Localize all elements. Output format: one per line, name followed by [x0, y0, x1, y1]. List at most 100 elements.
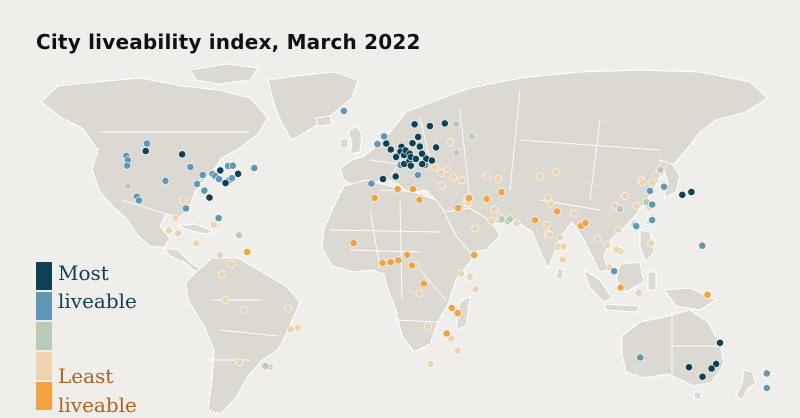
city-marker-67 [425, 122, 434, 130]
city-marker-24 [205, 193, 214, 202]
city-marker-34 [209, 220, 218, 229]
city-marker-154 [660, 182, 668, 191]
city-marker-12 [135, 196, 143, 205]
city-marker-104 [497, 188, 506, 196]
city-marker-173 [453, 346, 462, 355]
city-marker-27 [200, 186, 209, 195]
city-marker-111 [505, 215, 514, 224]
city-marker-72 [427, 156, 436, 165]
city-marker-73 [418, 160, 427, 168]
city-marker-176 [415, 289, 424, 298]
city-marker-7 [250, 164, 259, 172]
city-marker-138 [639, 178, 647, 187]
map-title: City liveability index, March 2022 [36, 30, 421, 54]
city-marker-134 [616, 283, 625, 292]
legend-least-label-2: liveable [58, 393, 137, 417]
city-marker-184 [716, 338, 724, 347]
land-central-america [163, 247, 203, 273]
city-marker-20 [227, 174, 236, 183]
land-uk [347, 125, 363, 155]
city-marker-115 [544, 193, 552, 202]
city-marker-1 [141, 147, 150, 155]
land-java [603, 303, 641, 313]
city-marker-97 [415, 195, 424, 204]
city-marker-70 [418, 149, 426, 158]
city-marker-21 [234, 169, 242, 178]
city-marker-93 [552, 167, 561, 176]
city-marker-85 [457, 176, 466, 185]
city-marker-3 [178, 150, 187, 159]
legend-least-label: Least [58, 364, 114, 388]
city-marker-41 [284, 304, 292, 313]
city-marker-23 [193, 179, 201, 188]
city-marker-25 [181, 204, 190, 213]
city-marker-133 [610, 267, 619, 276]
city-marker-162 [403, 250, 411, 259]
city-marker-112 [512, 219, 521, 228]
city-marker-125 [570, 209, 579, 218]
city-marker-163 [386, 258, 395, 267]
legend-swatch-least [36, 382, 52, 410]
city-marker-151 [656, 165, 665, 174]
city-marker-144 [616, 205, 624, 213]
city-marker-49 [386, 145, 395, 154]
legend-swatch-liveable [36, 292, 52, 320]
city-marker-130 [614, 225, 623, 234]
city-marker-45 [261, 362, 270, 371]
city-marker-161 [394, 256, 403, 265]
city-marker-39 [221, 296, 230, 305]
city-marker-105 [487, 216, 496, 225]
city-marker-113 [531, 216, 539, 225]
city-marker-119 [555, 233, 564, 242]
city-marker-149 [652, 171, 661, 180]
land-greenland [267, 71, 359, 141]
city-marker-181 [685, 363, 693, 372]
land-japan [659, 159, 681, 199]
city-marker-44 [235, 358, 243, 367]
city-marker-127 [593, 234, 602, 243]
city-marker-148 [632, 202, 641, 211]
city-marker-62 [411, 154, 420, 163]
city-marker-180 [636, 353, 645, 362]
city-marker-28 [214, 214, 223, 222]
city-marker-187 [762, 383, 771, 392]
land-new-zealand [735, 369, 757, 401]
city-marker-9 [123, 161, 132, 170]
city-marker-2 [143, 139, 151, 148]
city-marker-88 [452, 120, 460, 129]
land-cuba [177, 223, 215, 235]
city-marker-159 [349, 239, 358, 247]
land-sri-lanka [555, 267, 565, 281]
city-marker-171 [442, 329, 451, 338]
city-marker-90 [483, 171, 492, 180]
city-marker-87 [467, 132, 476, 141]
city-marker-13 [161, 176, 170, 185]
land-tasmania [693, 391, 703, 401]
city-marker-160 [378, 258, 387, 267]
city-marker-179 [703, 290, 712, 299]
city-marker-106 [471, 224, 480, 233]
city-marker-94 [370, 193, 379, 202]
city-marker-31 [171, 214, 180, 223]
city-marker-64 [415, 142, 424, 151]
land-iceland [315, 115, 333, 127]
city-marker-116 [553, 207, 561, 216]
legend-swatch-most [36, 262, 52, 290]
city-marker-182 [698, 372, 707, 381]
city-marker-167 [466, 272, 474, 281]
city-marker-103 [482, 194, 491, 203]
city-marker-71 [432, 143, 440, 152]
land-ireland [339, 137, 349, 149]
city-marker-51 [380, 132, 388, 141]
city-marker-77 [391, 172, 400, 181]
city-marker-66 [410, 120, 419, 129]
city-marker-35 [235, 231, 243, 240]
city-marker-107 [490, 205, 499, 214]
city-marker-47 [339, 107, 348, 115]
city-marker-18 [221, 179, 230, 187]
city-marker-131 [612, 245, 621, 254]
city-marker-124 [581, 218, 590, 227]
land-philippines [639, 229, 655, 263]
land-sulawesi [647, 271, 657, 291]
